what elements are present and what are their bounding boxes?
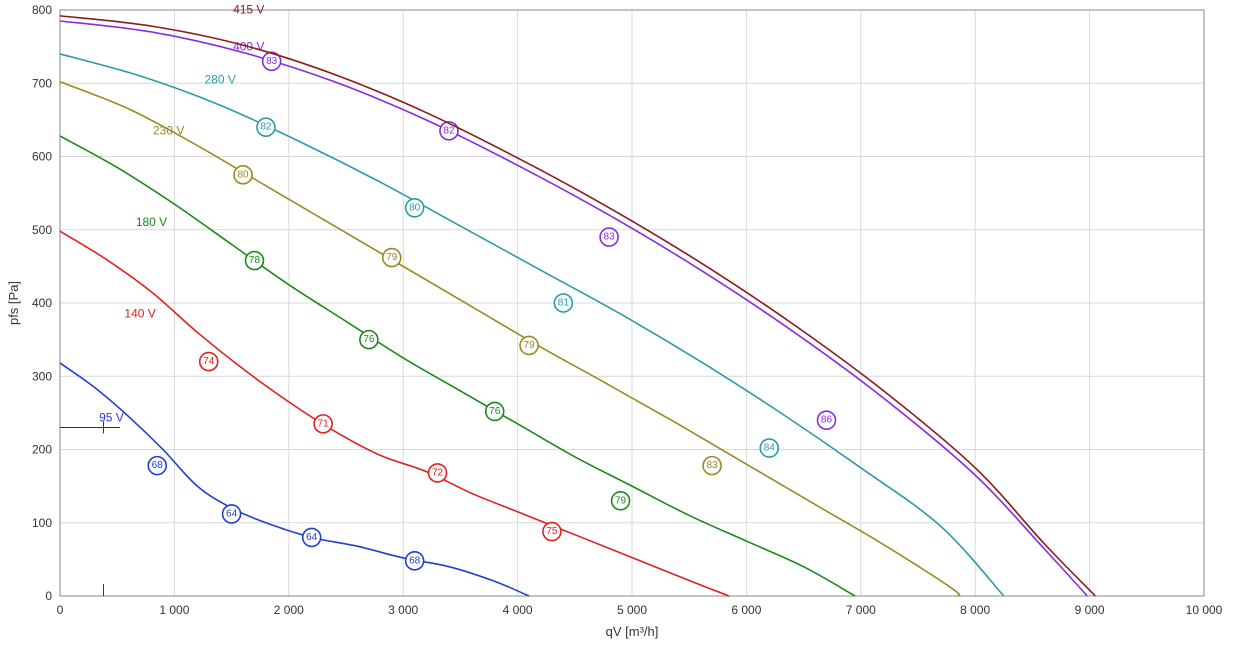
svg-text:10 000: 10 000 <box>1186 603 1223 617</box>
marker-value: 80 <box>409 202 421 213</box>
marker-value: 79 <box>523 340 535 351</box>
y-axis-label: pfs [Pa] <box>6 281 21 325</box>
label-v140: 140 V <box>124 307 155 321</box>
marker-value: 79 <box>386 252 398 263</box>
svg-text:500: 500 <box>32 223 52 237</box>
svg-text:700: 700 <box>32 76 52 90</box>
svg-text:4 000: 4 000 <box>503 603 533 617</box>
svg-text:200: 200 <box>32 443 52 457</box>
marker-value: 64 <box>306 532 318 543</box>
svg-text:7 000: 7 000 <box>846 603 876 617</box>
marker-value: 86 <box>821 415 833 426</box>
svg-text:600: 600 <box>32 150 52 164</box>
marker-value: 83 <box>707 460 719 471</box>
svg-text:6 000: 6 000 <box>731 603 761 617</box>
svg-text:5 000: 5 000 <box>617 603 647 617</box>
fan-performance-chart: 0 1 000 2 000 3 000 4 000 5 000 6 000 7 000 8 00… <box>0 0 1234 646</box>
marker-value: 80 <box>237 169 249 180</box>
label-v95: 95 V <box>99 411 124 425</box>
marker-value: 78 <box>249 255 261 266</box>
marker-value: 79 <box>615 495 627 506</box>
svg-text:1 000: 1 000 <box>159 603 189 617</box>
marker-value: 83 <box>266 56 278 67</box>
marker-value: 64 <box>226 508 238 519</box>
marker-value: 81 <box>558 298 570 309</box>
svg-text:300: 300 <box>32 369 52 383</box>
svg-text:3 000: 3 000 <box>388 603 418 617</box>
svg-text:8 000: 8 000 <box>960 603 990 617</box>
marker-value: 83 <box>604 232 616 243</box>
svg-text:400: 400 <box>32 296 52 310</box>
svg-text:0: 0 <box>45 589 52 603</box>
marker-value: 68 <box>152 460 164 471</box>
svg-text:9 000: 9 000 <box>1075 603 1105 617</box>
marker-value: 76 <box>363 334 375 345</box>
marker-value: 71 <box>318 418 330 429</box>
marker-value: 75 <box>546 526 558 537</box>
label-v180: 180 V <box>136 215 167 229</box>
marker-value: 72 <box>432 467 444 478</box>
svg-text:0: 0 <box>57 603 64 617</box>
marker-value: 76 <box>489 406 501 417</box>
marker-value: 82 <box>260 122 272 133</box>
marker-value: 82 <box>443 125 455 136</box>
x-axis-label: qV [m³/h] <box>606 624 659 639</box>
label-v415: 415 V <box>233 3 264 17</box>
svg-text:2 000: 2 000 <box>274 603 304 617</box>
marker-value: 74 <box>203 356 215 367</box>
svg-text:100: 100 <box>32 516 52 530</box>
svg-text:800: 800 <box>32 3 52 17</box>
marker-value: 68 <box>409 555 421 566</box>
label-v230: 230 V <box>153 124 184 138</box>
marker-value: 84 <box>764 443 776 454</box>
chart-svg: 0 1 000 2 000 3 000 4 000 5 000 6 000 7 000 8 00… <box>0 0 1234 646</box>
label-v280: 280 V <box>204 72 235 86</box>
